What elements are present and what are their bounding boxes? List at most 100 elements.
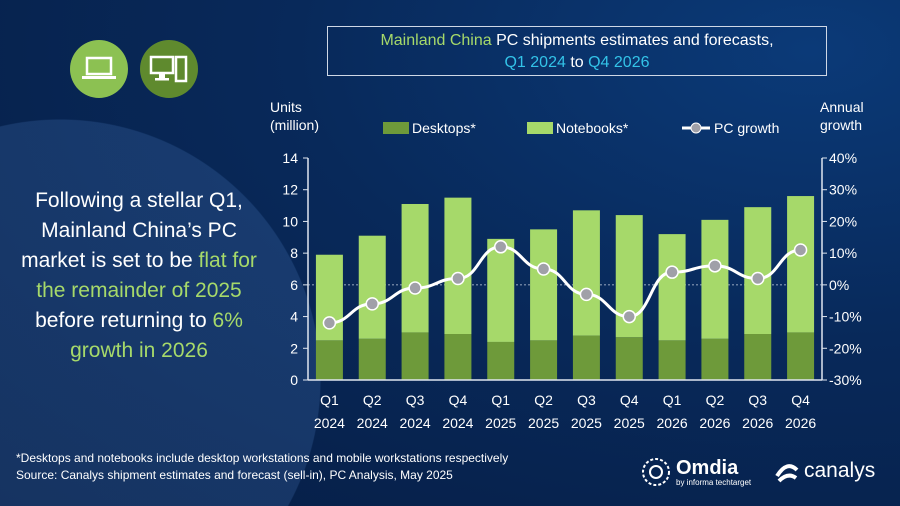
bar-desktops [358, 338, 386, 380]
x-tick-label-year: 2024 [442, 415, 473, 431]
title-text: PC shipments estimates and forecasts, [491, 32, 774, 49]
x-tick-label-quarter: Q4 [449, 392, 468, 408]
x-tick-label-quarter: Q4 [791, 392, 810, 408]
bar-desktops [444, 334, 472, 380]
lead-3: before returning to [35, 309, 213, 332]
bar-desktops [615, 337, 643, 380]
bar-desktops [487, 341, 515, 380]
x-tick-label-quarter: Q2 [534, 392, 553, 408]
right-tick-label: -30% [829, 372, 862, 388]
x-tick-label-quarter: Q1 [491, 392, 510, 408]
growth-marker [451, 271, 465, 286]
x-tick-label-quarter: Q4 [620, 392, 639, 408]
title-end: Q4 2026 [588, 54, 650, 71]
left-axis-title: Units (million) [270, 99, 319, 133]
bar-notebooks [487, 238, 515, 342]
bar-desktops [658, 340, 686, 380]
x-tick-label-quarter: Q1 [663, 392, 682, 408]
left-tick-label: 0 [290, 372, 298, 388]
bar-notebooks [787, 196, 815, 333]
canalys-logo: canalys [774, 458, 875, 484]
bar-desktops [401, 332, 429, 380]
chart-title: Mainland China PC shipments estimates an… [327, 26, 827, 76]
bar-desktops [744, 334, 772, 380]
lead-4: 6% growth in 2026 [70, 309, 243, 362]
bar-desktops [787, 332, 815, 380]
omdia-sub: by informa techtarget [676, 477, 752, 487]
x-tick-label-year: 2026 [785, 415, 816, 431]
growth-marker [708, 259, 722, 273]
lead-1: Following a stellar Q1, Mainland China’s… [21, 189, 243, 272]
bar-notebooks [530, 229, 558, 341]
desktop-computer-icon [140, 40, 198, 98]
x-tick-label-year: 2024 [314, 415, 345, 431]
x-tick-label-quarter: Q3 [406, 392, 425, 408]
left-tick-label: 8 [290, 245, 298, 261]
bar-notebooks [401, 203, 429, 333]
left-tick-label: 2 [290, 340, 298, 356]
growth-marker [579, 287, 594, 302]
title-to: to [565, 54, 589, 71]
x-tick-label-year: 2026 [742, 415, 773, 431]
headline-text: Following a stellar Q1, Mainland China’s… [14, 186, 264, 366]
right-tick-label: 20% [829, 213, 857, 229]
bar-desktops [530, 340, 558, 380]
left-tick-label: 4 [290, 309, 298, 325]
left-tick-label: 12 [282, 182, 298, 198]
legend-notebooks: Notebooks* [556, 120, 629, 136]
omdia-logo: Omdia by informa techtarget [640, 456, 751, 488]
x-tick-label-year: 2026 [699, 415, 730, 431]
right-tick-label: -10% [829, 309, 862, 325]
growth-marker [494, 240, 508, 254]
legend-desktops-swatch [383, 122, 409, 134]
x-tick-label-quarter: Q1 [320, 392, 339, 408]
x-tick-label-quarter: Q2 [706, 392, 725, 408]
growth-marker [322, 316, 337, 330]
chart: 0 2 4 6 8 10 12 14 -30% -20% -10% 0% 10% 20% 30% 40% Q1 2… [282, 120, 862, 431]
left-tick-label: 6 [290, 277, 298, 293]
right-tick-label: 0% [829, 277, 849, 293]
title-start: Q1 2024 [504, 54, 566, 71]
bar-desktops [701, 338, 729, 380]
bar-notebooks [572, 210, 600, 336]
bar-desktops [315, 340, 343, 380]
title-region: Mainland China [380, 32, 492, 49]
growth-marker [622, 309, 636, 324]
legend-growth-marker [690, 122, 702, 134]
right-tick-label: 10% [829, 245, 857, 261]
right-tick-label: 30% [829, 182, 857, 198]
x-tick-label-year: 2025 [528, 415, 559, 431]
bar-notebooks [658, 234, 686, 341]
bar-notebooks [744, 207, 772, 335]
x-tick-label-year: 2024 [400, 415, 431, 431]
legend-growth: PC growth [714, 120, 779, 136]
footer: *Desktops and notebooks include desktop … [16, 450, 616, 484]
x-tick-label-year: 2025 [614, 415, 645, 431]
growth-marker [365, 297, 379, 311]
legend-notebooks-swatch [527, 122, 553, 134]
x-tick-label-quarter: Q3 [577, 392, 596, 408]
left-tick-label: 14 [282, 150, 298, 166]
laptop-icon [70, 40, 128, 98]
growth-marker [665, 265, 679, 279]
x-tick-label-year: 2026 [657, 415, 688, 431]
legend-desktops: Desktops* [412, 120, 476, 136]
omdia-wordmark: Omdia [676, 456, 739, 479]
bar-notebooks [358, 235, 386, 339]
growth-marker [408, 281, 422, 295]
x-tick-label-quarter: Q2 [363, 392, 382, 408]
x-tick-label-year: 2025 [485, 415, 516, 431]
x-tick-label-year: 2025 [571, 415, 602, 431]
growth-marker [536, 262, 551, 276]
footnote: *Desktops and notebooks include desktop … [16, 451, 509, 465]
lead-2: flat for the remainder of 2025 [36, 249, 257, 302]
x-tick-label-year: 2024 [357, 415, 388, 431]
source: Source: Canalys shipment estimates and f… [16, 468, 453, 482]
left-tick-label: 10 [282, 213, 298, 229]
bar-notebooks [701, 219, 729, 339]
right-tick-label: 40% [829, 150, 857, 166]
canalys-wordmark: canalys [804, 459, 876, 482]
right-tick-label: -20% [829, 340, 862, 356]
growth-marker [793, 243, 808, 257]
right-axis-title: Annual growth [820, 99, 864, 133]
